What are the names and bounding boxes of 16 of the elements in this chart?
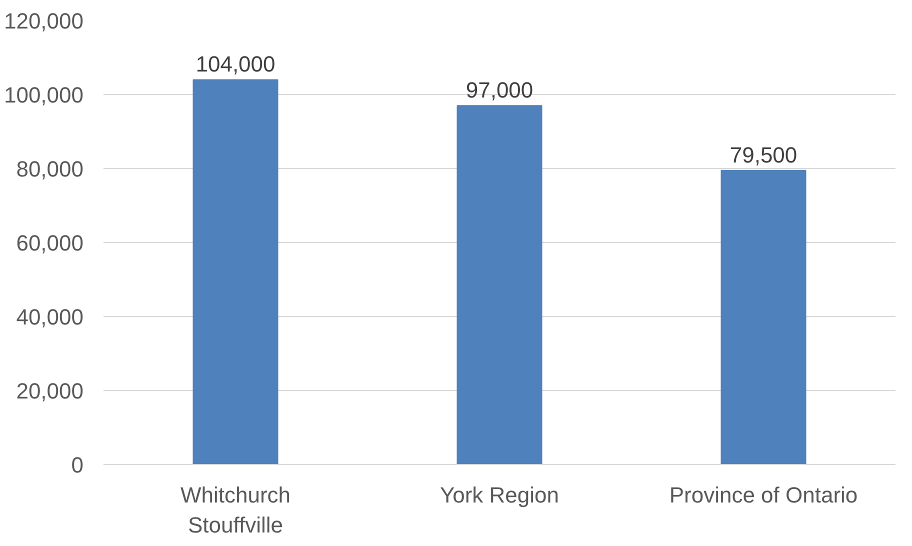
bar	[456, 105, 542, 464]
data-label: 104,000	[196, 52, 276, 77]
y-tick-label: 80,000	[16, 156, 84, 182]
x-tick-label: Province of Ontario	[669, 482, 858, 508]
data-label: 79,500	[730, 142, 798, 168]
y-tick-label: 60,000	[16, 230, 84, 256]
bar	[720, 170, 806, 464]
x-tick-label: York Region	[440, 482, 560, 508]
data-label: 97,000	[466, 78, 534, 103]
x-tick-label: Whitchurch Stouffville	[180, 482, 291, 538]
y-tick-label: 40,000	[16, 304, 84, 330]
bar	[192, 79, 278, 464]
y-tick-label: 120,000	[4, 8, 84, 34]
y-tick-label: 0	[71, 452, 84, 478]
y-tick-label: 20,000	[16, 378, 84, 404]
y-tick-label: 100,000	[4, 82, 84, 108]
